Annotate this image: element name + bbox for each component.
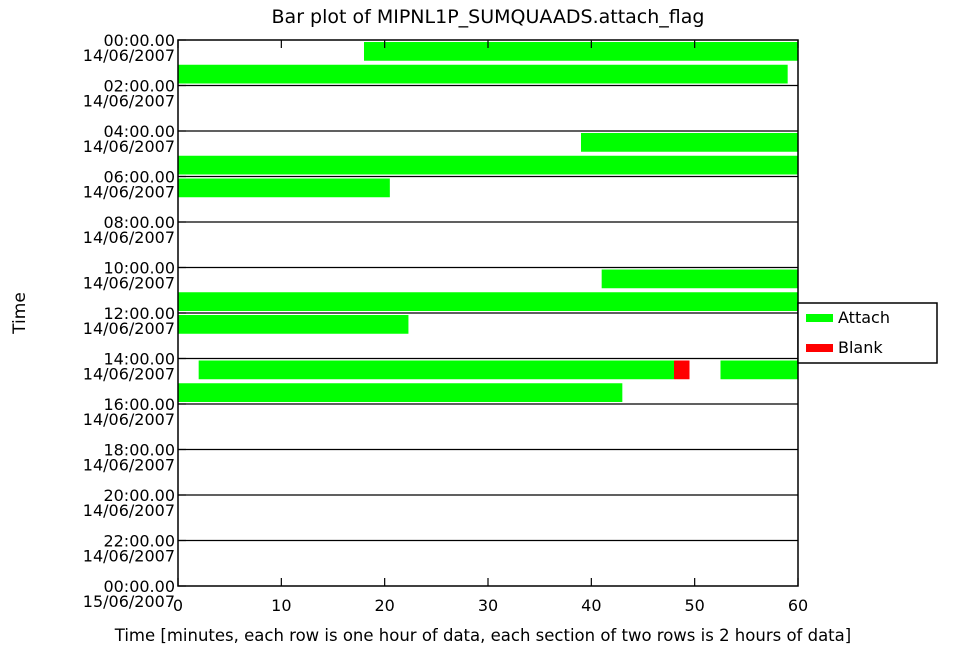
y-tick-date-5: 14/06/2007 [83, 274, 175, 293]
y-tick-date-0: 14/06/2007 [83, 46, 175, 65]
x-tick-label-5: 50 [684, 596, 704, 615]
y-tick-time-3: 06:00.00 [103, 168, 175, 187]
bars-layer [178, 42, 798, 402]
y-tick-date-7: 14/06/2007 [83, 365, 175, 384]
y-axis-label: Time [10, 292, 30, 335]
y-tick-date-12: 15/06/2007 [83, 592, 175, 611]
bar-attach-1 [178, 64, 788, 84]
x-tick-label-1: 10 [271, 596, 291, 615]
bar-attach-7 [178, 315, 409, 334]
x-tick-label-4: 40 [581, 596, 601, 615]
y-tick-time-5: 10:00.00 [103, 259, 175, 278]
bar-attach-3 [178, 155, 798, 175]
bar-attach-10 [178, 383, 623, 402]
bar-attach-0 [364, 42, 798, 61]
y-tick-date-4: 14/06/2007 [83, 228, 175, 247]
y-tick-date-10: 14/06/2007 [83, 501, 175, 520]
y-tick-time-11: 22:00.00 [103, 532, 175, 551]
legend: Attach Blank [797, 302, 938, 364]
legend-swatch-attach [806, 314, 833, 322]
y-tick-date-6: 14/06/2007 [83, 319, 175, 338]
y-tick-time-12: 00:00.00 [103, 577, 175, 596]
x-tick-label-6: 60 [788, 596, 808, 615]
bar-attach-9 [720, 360, 798, 380]
bar-attach-6 [178, 292, 798, 311]
x-tick-label-2: 20 [374, 596, 394, 615]
y-tick-time-1: 02:00.00 [103, 77, 175, 96]
y-tick-date-8: 14/06/2007 [83, 410, 175, 429]
y-tick-date-3: 14/06/2007 [83, 183, 175, 202]
x-axis-label: Time [minutes, each row is one hour of d… [114, 626, 851, 645]
x-tick-label-3: 30 [478, 596, 498, 615]
y-tick-time-4: 08:00.00 [103, 213, 175, 232]
chart-title: Bar plot of MIPNL1P_SUMQUAADS.attach_fla… [272, 6, 705, 28]
legend-label-blank: Blank [838, 338, 883, 357]
y-tick-time-2: 04:00.00 [103, 122, 175, 141]
bar-attach-4 [178, 178, 390, 198]
y-tick-time-8: 16:00.00 [103, 395, 175, 414]
bar-blank-0 [674, 360, 690, 380]
y-axis: 00:00.0014/06/200702:00.0014/06/200704:0… [83, 31, 186, 611]
y-tick-time-6: 12:00.00 [103, 304, 175, 323]
x-axis: 0 10 20 30 40 50 60 [173, 40, 808, 615]
y-tick-date-9: 14/06/2007 [83, 456, 175, 475]
y-tick-date-11: 14/06/2007 [83, 547, 175, 566]
y-tick-time-7: 14:00.00 [103, 350, 175, 369]
legend-swatch-blank [806, 344, 833, 352]
bar-attach-8 [198, 360, 674, 380]
legend-box [797, 302, 938, 364]
bar-attach-2 [581, 133, 798, 152]
legend-label-attach: Attach [838, 308, 890, 327]
y-tick-time-10: 20:00.00 [103, 486, 175, 505]
bar-attach-5 [601, 269, 798, 289]
x-tick-label-0: 0 [173, 596, 183, 615]
y-tick-date-2: 14/06/2007 [83, 137, 175, 156]
y-tick-time-0: 00:00.00 [103, 31, 175, 50]
y-tick-date-1: 14/06/2007 [83, 92, 175, 111]
y-tick-time-9: 18:00.00 [103, 441, 175, 460]
section-lines [178, 84, 798, 542]
